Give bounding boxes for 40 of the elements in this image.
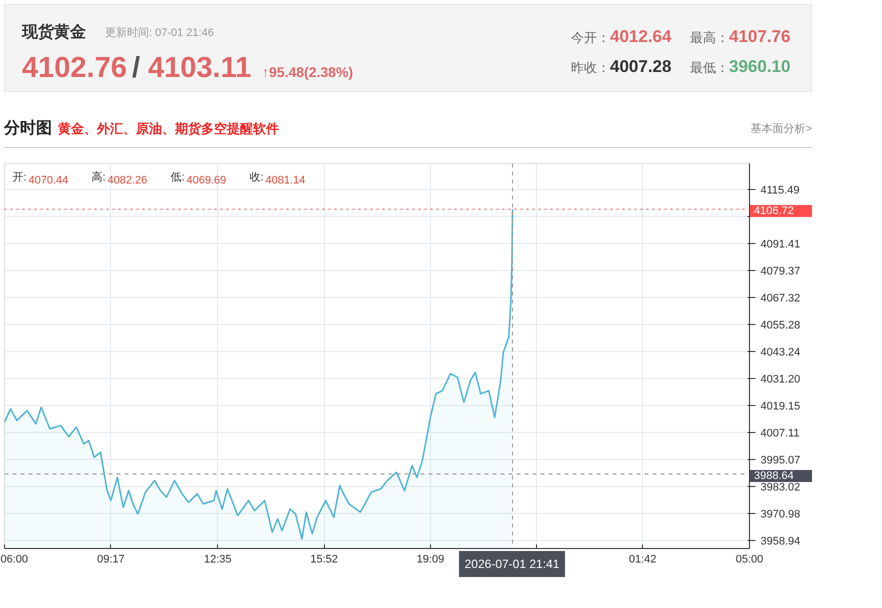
y-tick-label: 4019.15 — [760, 400, 800, 413]
text: / — [132, 51, 140, 86]
text: 基本面分析> — [750, 122, 812, 137]
x-tick-label: 01:42 — [628, 554, 656, 566]
y-tick-label: 4115.49 — [760, 184, 800, 197]
annotation: 低:4069.69 — [170, 172, 226, 186]
text: 4103.11 — [148, 51, 252, 86]
x-tick-label: 09:17 — [97, 554, 125, 566]
y-tick-label: 4067.32 — [760, 292, 800, 305]
y-tick-label: 3995.07 — [760, 454, 800, 467]
text: 黄金、外汇、原油、期货多空提醒软件 — [58, 120, 279, 138]
y-tick-label: 3983.02 — [760, 482, 800, 494]
chart-title: 现货黄金 — [22, 22, 86, 43]
y-tick-label: 4079.37 — [760, 266, 800, 278]
x-tick-label: 12:35 — [204, 554, 232, 566]
ref-line-label: 2026-07-01 21:41 — [459, 551, 565, 577]
annotation: 高:4082.26 — [92, 170, 148, 186]
y-tick-label: 4055.28 — [760, 320, 800, 332]
text: 4102.76 — [22, 51, 127, 86]
annotation: 开:4070.44 — [12, 172, 68, 186]
text: 今开：4012.64 — [571, 27, 672, 46]
text: 昨收：4007.28 — [571, 57, 672, 76]
y-tick-label: 4031.20 — [760, 374, 800, 386]
ref-line-label: 3988.64 — [750, 470, 812, 482]
text: 最低：3960.10 — [690, 57, 790, 76]
x-tick-label: 15:52 — [310, 554, 338, 566]
y-tick-label: 3970.98 — [760, 508, 800, 521]
x-tick-label: 06:00 — [0, 554, 28, 566]
y-tick-label: 4043.24 — [760, 346, 800, 359]
y-tick-label: 3958.94 — [760, 536, 800, 548]
y-tick-label: 4091.41 — [760, 238, 800, 251]
text: ↑95.48(2.38%) — [262, 63, 354, 82]
text: 最高：4107.76 — [690, 27, 790, 46]
x-tick-label: 05:00 — [736, 554, 764, 566]
chart-subtitle: 更新时间: 07-01 21:46 — [105, 26, 214, 41]
text: 分时图 — [4, 118, 52, 139]
annotation: 收:4081.14 — [250, 172, 306, 186]
ref-line-label: 4106.72 — [750, 204, 812, 217]
y-tick-label: 4007.11 — [760, 428, 800, 440]
x-tick-label: 19:09 — [416, 554, 444, 566]
